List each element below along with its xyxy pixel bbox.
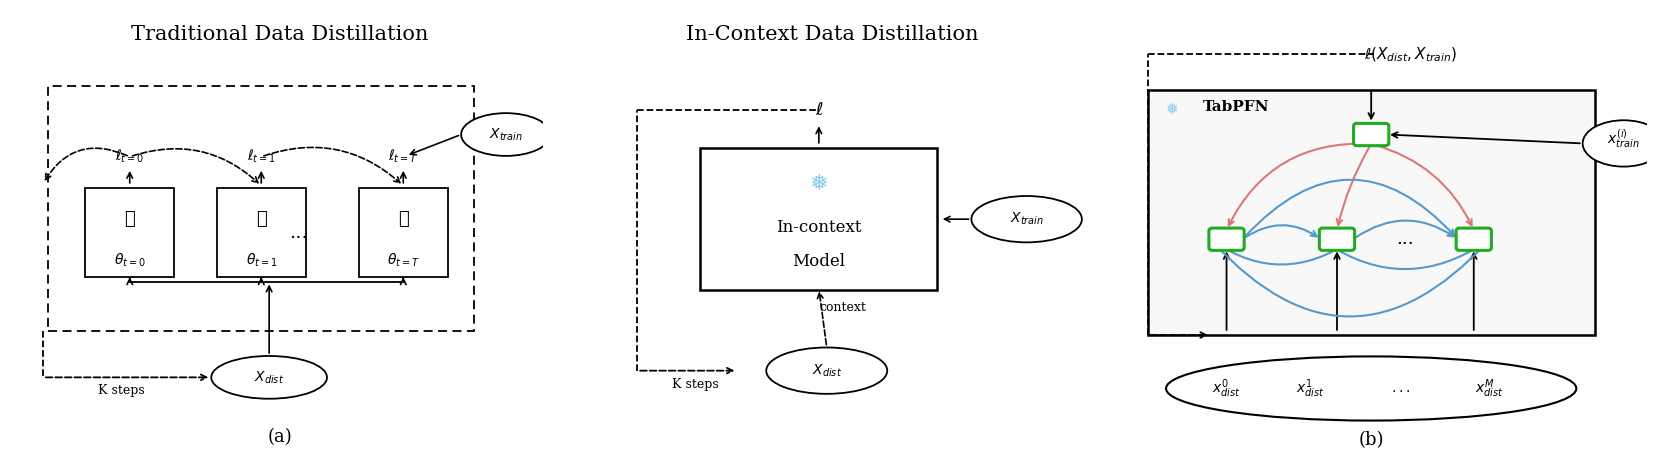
Text: ...: ... — [288, 224, 308, 242]
Text: K steps: K steps — [672, 378, 719, 392]
Text: ❅: ❅ — [810, 173, 829, 193]
Ellipse shape — [461, 113, 551, 156]
Text: ...: ... — [1396, 230, 1414, 248]
Text: Traditional Data Distillation: Traditional Data Distillation — [131, 25, 428, 45]
Text: $x_{train}^{(i)}$: $x_{train}^{(i)}$ — [1607, 128, 1641, 151]
Text: context: context — [819, 301, 865, 314]
Text: $\ell$: $\ell$ — [815, 101, 824, 119]
Ellipse shape — [1166, 356, 1576, 420]
Text: $\theta_{t=1}$: $\theta_{t=1}$ — [246, 252, 276, 269]
Ellipse shape — [765, 347, 887, 394]
Bar — [216, 188, 306, 277]
Text: (a): (a) — [268, 428, 293, 447]
FancyBboxPatch shape — [1353, 123, 1389, 146]
Text: 🔥: 🔥 — [256, 210, 266, 228]
Bar — [701, 148, 937, 291]
Bar — [1148, 90, 1594, 335]
FancyBboxPatch shape — [1210, 228, 1245, 250]
Text: $x_{dist}^0$: $x_{dist}^0$ — [1211, 377, 1241, 400]
Text: ❅: ❅ — [1166, 102, 1178, 118]
Text: (b): (b) — [1358, 431, 1384, 449]
Ellipse shape — [1582, 120, 1664, 166]
Text: $...$: $...$ — [1391, 382, 1409, 395]
Bar — [48, 85, 474, 330]
FancyBboxPatch shape — [1456, 228, 1491, 250]
Text: $X_{dist}$: $X_{dist}$ — [255, 369, 285, 385]
Text: $\ell_{t=1}$: $\ell_{t=1}$ — [246, 148, 276, 165]
Text: $x_{dist}^1$: $x_{dist}^1$ — [1296, 377, 1325, 400]
Text: 🔥: 🔥 — [398, 210, 409, 228]
Text: TabPFN: TabPFN — [1203, 100, 1270, 114]
Text: $X_{train}$: $X_{train}$ — [1010, 211, 1043, 228]
Text: In-context: In-context — [775, 219, 862, 236]
Text: $\theta_{t=T}$: $\theta_{t=T}$ — [386, 252, 419, 269]
Ellipse shape — [211, 356, 328, 399]
Text: In-Context Data Distillation: In-Context Data Distillation — [686, 25, 978, 45]
Text: $\ell(X_{dist}, X_{train})$: $\ell(X_{dist}, X_{train})$ — [1364, 45, 1458, 64]
Text: $x_{dist}^M$: $x_{dist}^M$ — [1476, 377, 1504, 400]
Text: 🔥: 🔥 — [125, 210, 135, 228]
Text: $X_{train}$: $X_{train}$ — [489, 127, 522, 143]
Text: $\theta_{t=0}$: $\theta_{t=0}$ — [113, 252, 145, 269]
Bar — [85, 188, 175, 277]
Text: K steps: K steps — [98, 384, 145, 397]
Text: Model: Model — [792, 254, 845, 271]
Text: $\ell_{t=T}$: $\ell_{t=T}$ — [388, 148, 418, 165]
Text: $X_{dist}$: $X_{dist}$ — [812, 363, 842, 379]
FancyBboxPatch shape — [1320, 228, 1354, 250]
Ellipse shape — [972, 196, 1082, 242]
Bar — [358, 188, 448, 277]
Text: $\ell_{t=0}$: $\ell_{t=0}$ — [115, 148, 145, 165]
